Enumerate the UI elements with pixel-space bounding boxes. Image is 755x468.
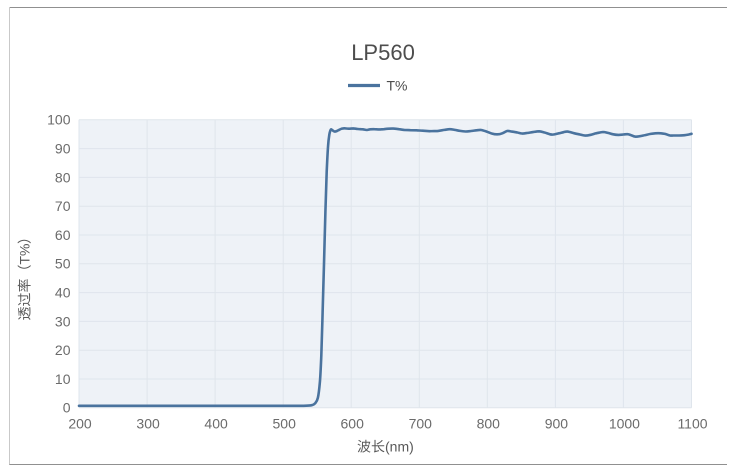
svg-text:700: 700 — [409, 415, 433, 431]
svg-text:50: 50 — [55, 256, 71, 272]
svg-text:LP560: LP560 — [351, 40, 415, 65]
svg-text:200: 200 — [68, 415, 92, 431]
svg-text:1100: 1100 — [677, 415, 707, 431]
svg-text:100: 100 — [47, 112, 71, 128]
svg-text:900: 900 — [545, 415, 569, 431]
svg-text:1000: 1000 — [609, 415, 640, 431]
svg-text:30: 30 — [55, 313, 71, 329]
svg-text:90: 90 — [55, 141, 71, 157]
svg-text:20: 20 — [55, 342, 71, 358]
svg-text:70: 70 — [55, 198, 71, 214]
svg-text:10: 10 — [55, 371, 71, 387]
svg-text:80: 80 — [55, 169, 71, 185]
svg-text:0: 0 — [63, 400, 71, 416]
svg-text:500: 500 — [273, 415, 297, 431]
svg-text:300: 300 — [136, 415, 160, 431]
svg-text:T%: T% — [387, 78, 408, 94]
svg-text:60: 60 — [55, 227, 71, 243]
svg-text:800: 800 — [477, 415, 501, 431]
svg-text:600: 600 — [341, 415, 365, 431]
svg-text:(nm): (nm) — [385, 439, 414, 455]
svg-text:40: 40 — [55, 285, 71, 301]
svg-text:400: 400 — [204, 415, 228, 431]
svg-text:T%: T% — [17, 244, 33, 265]
